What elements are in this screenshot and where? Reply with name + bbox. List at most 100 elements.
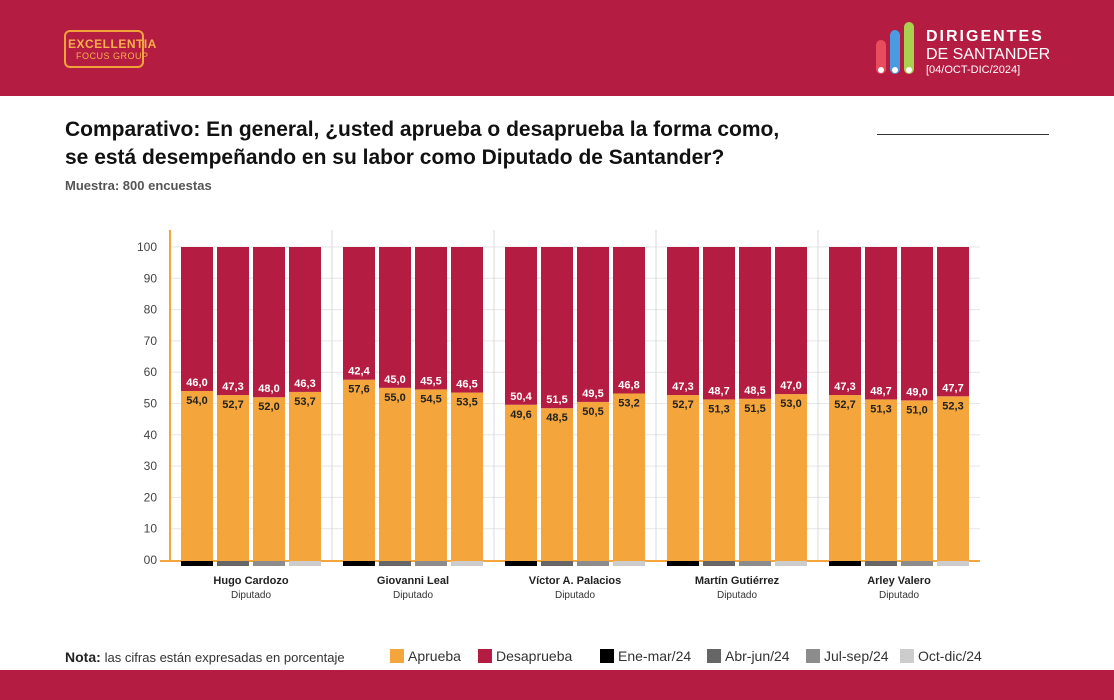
note-value: las cifras están expresadas en porcentaj…: [104, 650, 345, 665]
bar-desaprueba: [415, 247, 447, 390]
bar-aprueba: [217, 395, 249, 560]
label-desaprueba: 46,8: [618, 379, 639, 391]
label-aprueba: 51,3: [870, 403, 891, 415]
bar-aprueba: [181, 390, 213, 560]
bar-desaprueba: [775, 247, 807, 395]
legend-swatch-oct-dic: [900, 649, 914, 663]
y-tick-label: 20: [144, 490, 158, 504]
y-tick-label: 100: [137, 240, 157, 254]
label-desaprueba: 50,4: [510, 391, 532, 403]
bar-desaprueba: [253, 247, 285, 398]
bar-desaprueba: [451, 247, 483, 393]
y-tick-label: 30: [144, 459, 158, 473]
title-blank-line: [877, 134, 1049, 135]
bar-desaprueba: [667, 247, 699, 396]
chart-subtitle: Muestra: 800 encuestas: [65, 178, 212, 193]
bar-aprueba: [415, 389, 447, 560]
period-marker: [577, 561, 609, 566]
period-marker: [775, 561, 807, 566]
period-marker: [379, 561, 411, 566]
footer-bar: [0, 670, 1114, 700]
bar-aprueba: [937, 396, 969, 560]
logo-right-line3: [04/OCT-DIC/2024]: [926, 64, 1021, 76]
legend-swatch-abr-jun: [707, 649, 721, 663]
chart-title: Comparativo: En general, ¿usted aprueba …: [65, 116, 1055, 172]
period-marker: [415, 561, 447, 566]
bar-desaprueba: [739, 247, 771, 399]
x-category-label: Martín Gutiérrez: [695, 575, 780, 587]
legend-swatch-jul-sep: [806, 649, 820, 663]
bar-aprueba: [739, 398, 771, 560]
y-tick-label: 80: [144, 303, 158, 317]
period-marker: [451, 561, 483, 566]
x-category-role: Diputado: [717, 590, 757, 601]
bar-aprueba: [775, 394, 807, 560]
bar-aprueba: [577, 401, 609, 560]
label-aprueba: 50,5: [582, 406, 603, 418]
bar-desaprueba: [937, 247, 969, 397]
period-marker: [901, 561, 933, 566]
label-aprueba: 48,5: [546, 412, 567, 424]
legend-swatch-desaprueba: [478, 649, 492, 663]
y-tick-label: 00: [144, 553, 158, 567]
period-marker: [937, 561, 969, 566]
label-desaprueba: 48,7: [870, 385, 891, 397]
note-label: Nota: las cifras están expresadas en por…: [65, 649, 345, 665]
bar-aprueba: [901, 400, 933, 560]
label-aprueba: 52,0: [258, 401, 279, 413]
period-marker: [739, 561, 771, 566]
label-aprueba: 53,2: [618, 397, 639, 409]
label-aprueba: 49,6: [510, 409, 531, 421]
label-aprueba: 52,3: [942, 400, 963, 412]
y-tick-label: 40: [144, 428, 158, 442]
label-aprueba: 51,0: [906, 404, 927, 416]
period-marker: [505, 561, 537, 566]
dirigentes-logo: DIRIGENTES DE SANTANDER [04/OCT-DIC/2024…: [872, 20, 1072, 82]
label-aprueba: 54,0: [186, 395, 207, 407]
label-aprueba: 53,0: [780, 398, 801, 410]
period-marker: [703, 561, 735, 566]
y-tick-label: 70: [144, 334, 158, 348]
period-marker: [343, 561, 375, 566]
y-tick-label: 50: [144, 397, 158, 411]
label-desaprueba: 51,5: [546, 394, 567, 406]
bar-desaprueba: [541, 247, 573, 409]
bar-desaprueba: [865, 247, 897, 400]
period-marker: [541, 561, 573, 566]
legend-swatch-ene-mar: [600, 649, 614, 663]
x-category-label: Hugo Cardozo: [213, 575, 288, 587]
label-aprueba: 53,5: [456, 397, 477, 409]
x-category-role: Diputado: [231, 590, 271, 601]
bar-desaprueba: [703, 247, 735, 400]
bar-aprueba: [379, 387, 411, 560]
x-category-role: Diputado: [393, 590, 433, 601]
label-desaprueba: 45,0: [384, 374, 405, 386]
logo-left-line2: FOCUS GROUP: [76, 51, 149, 61]
label-desaprueba: 46,3: [294, 378, 315, 390]
bar-aprueba: [829, 395, 861, 560]
legend-swatch-aprueba: [390, 649, 404, 663]
legend-aprueba: Aprueba: [408, 648, 461, 664]
label-desaprueba: 48,5: [744, 385, 765, 397]
label-aprueba: 51,3: [708, 403, 729, 415]
bar-desaprueba: [379, 247, 411, 388]
logo-right-line1: DIRIGENTES: [926, 28, 1044, 45]
bar-desaprueba: [577, 247, 609, 402]
period-marker: [613, 561, 645, 566]
chart-title-part1: Comparativo: En general, ¿usted aprueba …: [65, 118, 780, 141]
legend-oct-dic: Oct-dic/24: [918, 648, 982, 664]
label-aprueba: 52,7: [672, 399, 693, 411]
label-aprueba: 52,7: [222, 399, 243, 411]
period-marker: [181, 561, 213, 566]
label-desaprueba: 47,7: [942, 382, 963, 394]
label-aprueba: 55,0: [384, 392, 405, 404]
bar-aprueba: [541, 408, 573, 560]
period-marker: [667, 561, 699, 566]
legend-jul-sep: Jul-sep/24: [824, 648, 889, 664]
label-desaprueba: 48,7: [708, 385, 729, 397]
bar-aprueba: [865, 399, 897, 560]
bar-aprueba: [703, 399, 735, 560]
logo-frame: [64, 30, 144, 68]
label-desaprueba: 47,3: [672, 381, 693, 393]
period-marker: [829, 561, 861, 566]
